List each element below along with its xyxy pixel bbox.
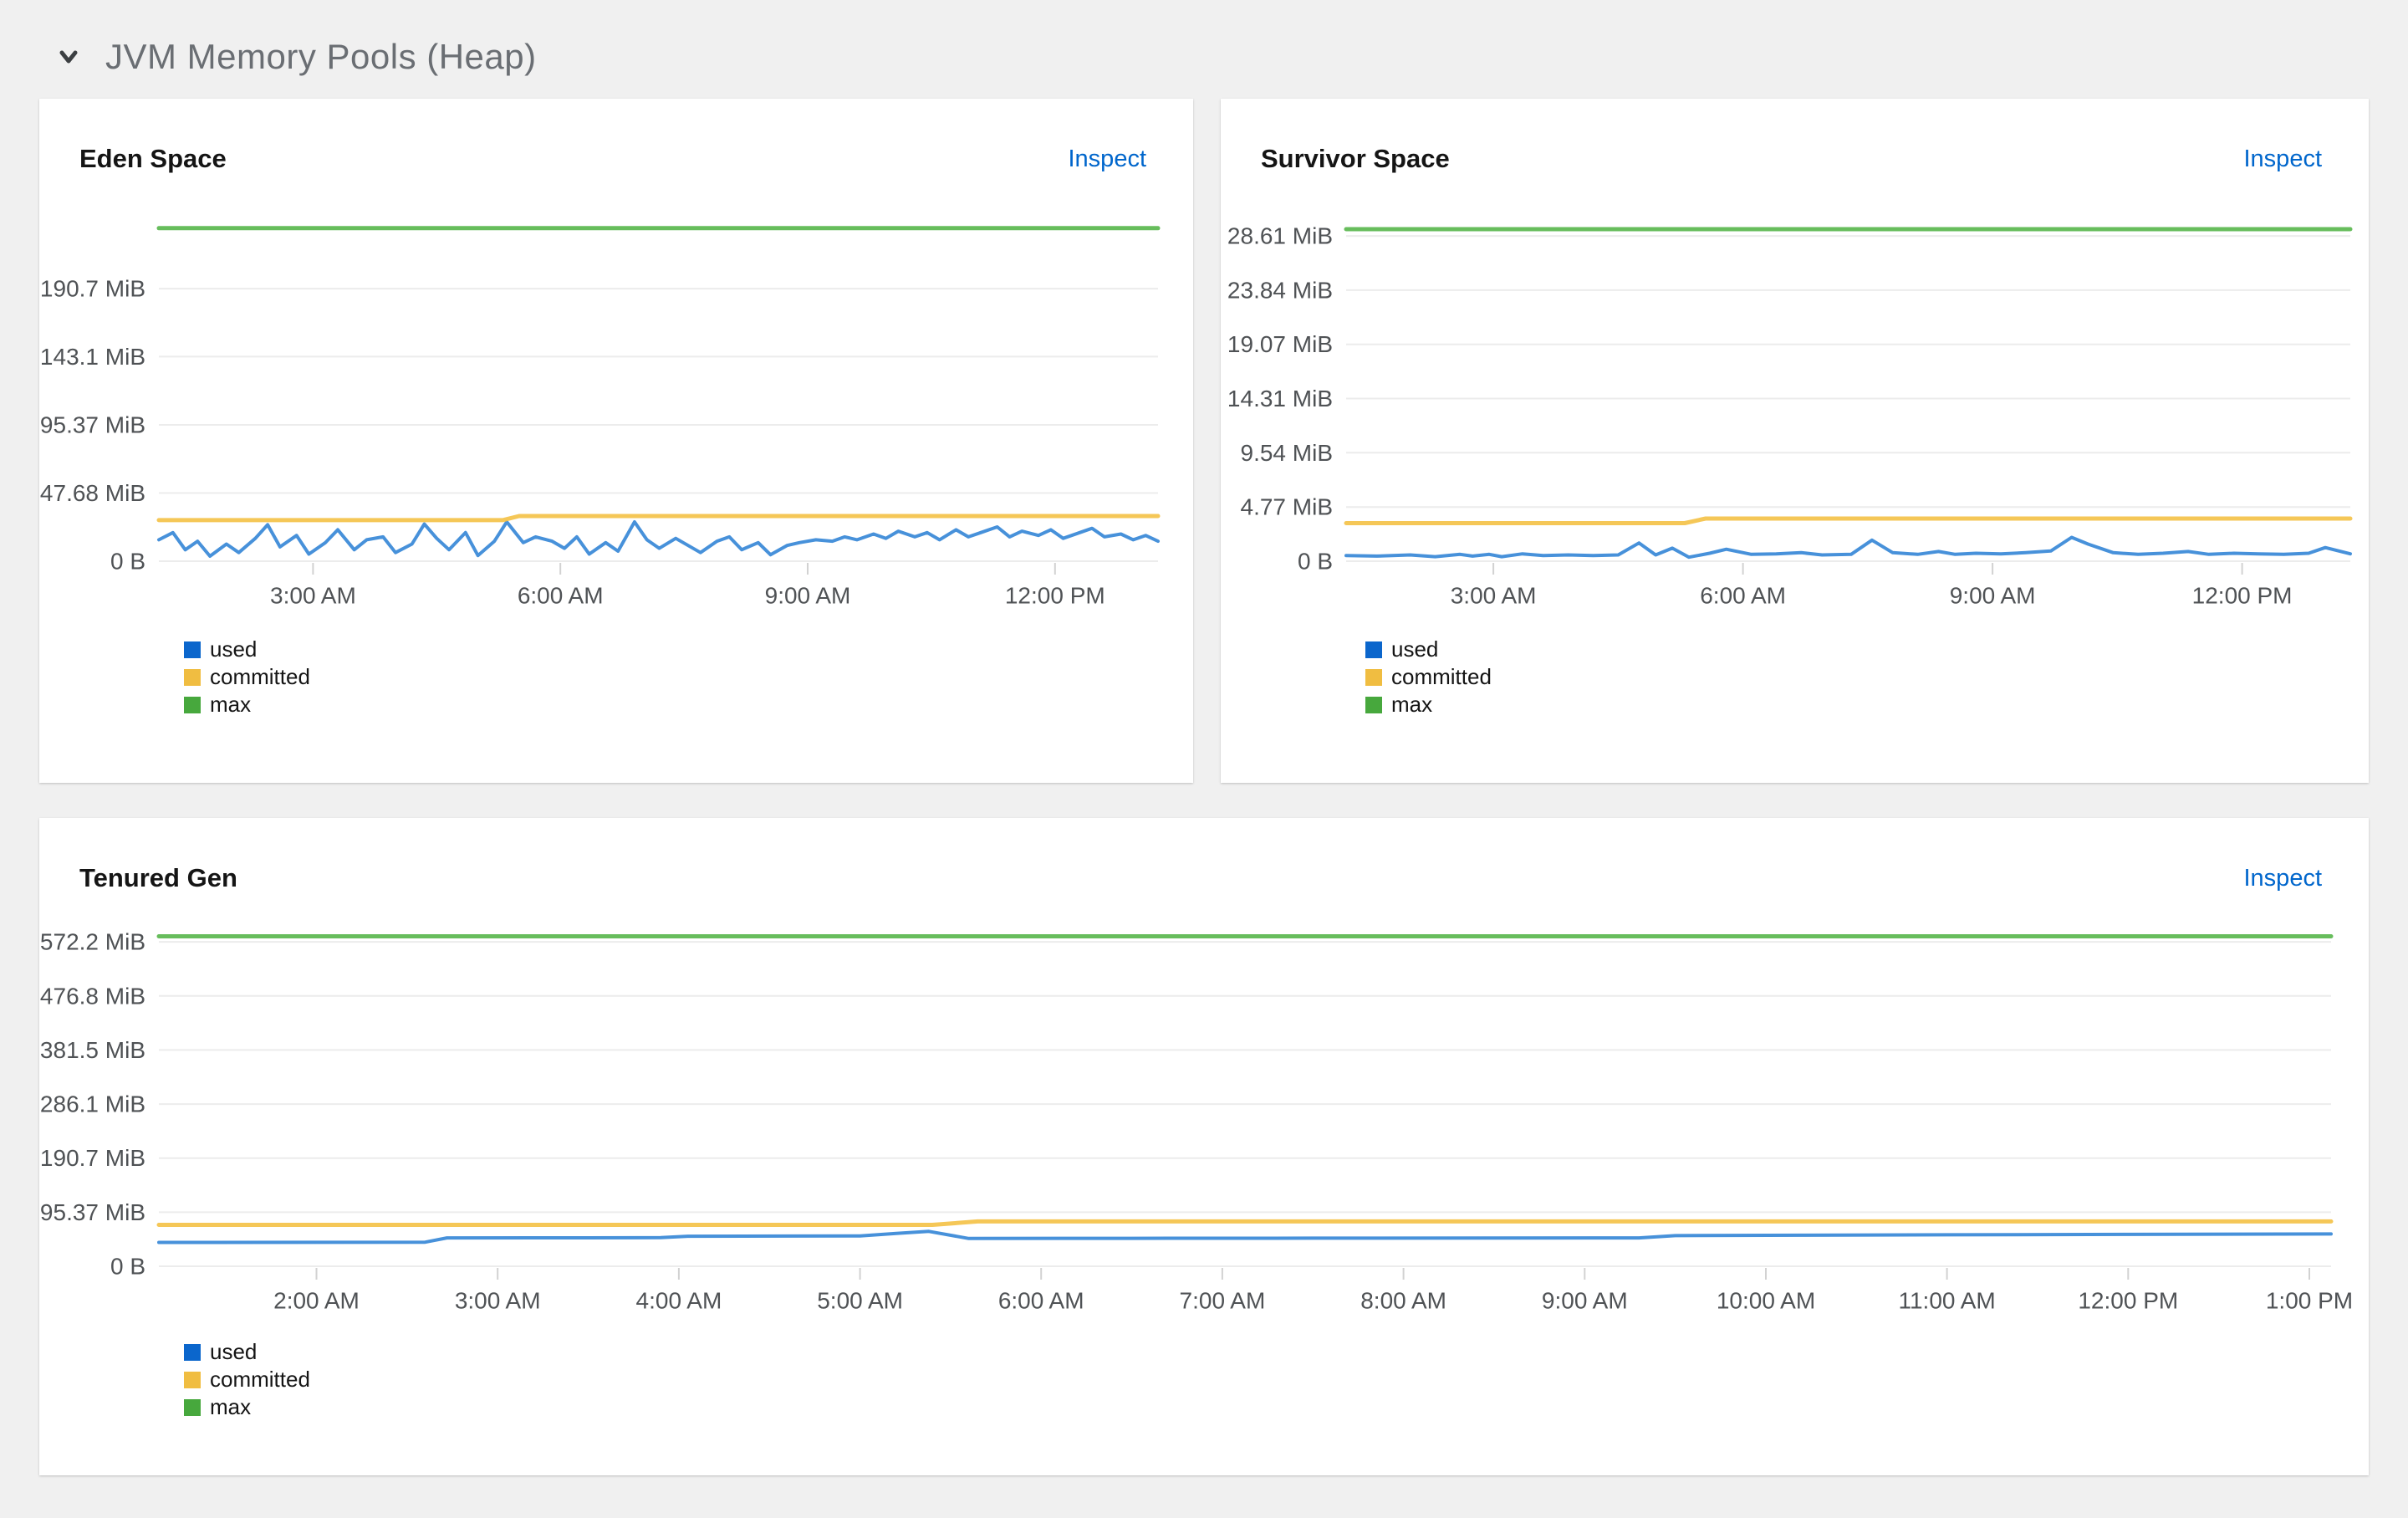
panel-title: Survivor Space xyxy=(1261,144,1450,173)
legend-item-max: max xyxy=(184,1393,310,1421)
svg-text:6:00 AM: 6:00 AM xyxy=(518,583,604,609)
svg-text:19.07 MiB: 19.07 MiB xyxy=(1227,331,1333,357)
svg-text:12:00 PM: 12:00 PM xyxy=(1005,583,1105,609)
svg-text:3:00 AM: 3:00 AM xyxy=(1451,583,1537,609)
chevron-down-icon xyxy=(54,42,84,72)
svg-text:9:00 AM: 9:00 AM xyxy=(765,583,851,609)
svg-text:95.37 MiB: 95.37 MiB xyxy=(40,412,145,438)
svg-text:28.61 MiB: 28.61 MiB xyxy=(1227,223,1333,249)
svg-text:12:00 PM: 12:00 PM xyxy=(2078,1288,2178,1314)
legend-item-max: max xyxy=(184,691,310,718)
panel-title: Tenured Gen xyxy=(79,863,237,892)
panel-eden-space: Eden Space Inspect 0 B 47.68 MiB 95.37 MiB… xyxy=(39,99,1193,783)
section-toggle-jvm-memory-pools[interactable]: JVM Memory Pools (Heap) xyxy=(54,37,537,77)
svg-text:286.1 MiB: 286.1 MiB xyxy=(40,1091,145,1117)
inspect-link[interactable]: Inspect xyxy=(1068,146,1147,172)
svg-text:143.1 MiB: 143.1 MiB xyxy=(40,344,145,370)
committed-swatch xyxy=(184,668,201,686)
eden-space-chart[interactable]: 0 B 47.68 MiB 95.37 MiB 143.1 MiB 190.7 MiB 3… xyxy=(39,205,1193,627)
svg-text:14.31 MiB: 14.31 MiB xyxy=(1227,386,1333,411)
chart-legend: used committed max xyxy=(1365,636,1492,718)
svg-text:7:00 AM: 7:00 AM xyxy=(1180,1288,1266,1314)
svg-text:5:00 AM: 5:00 AM xyxy=(817,1288,903,1314)
committed-swatch xyxy=(1365,668,1382,686)
svg-text:9:00 AM: 9:00 AM xyxy=(1950,583,2036,609)
svg-text:10:00 AM: 10:00 AM xyxy=(1717,1288,1815,1314)
used-swatch xyxy=(1365,641,1382,658)
svg-text:9:00 AM: 9:00 AM xyxy=(1542,1288,1628,1314)
panel-title: Eden Space xyxy=(79,144,227,173)
svg-text:11:00 AM: 11:00 AM xyxy=(1898,1288,1995,1314)
legend-item-committed: committed xyxy=(184,1366,310,1393)
chart-legend: used committed max xyxy=(184,636,310,718)
legend-item-used: used xyxy=(184,1338,310,1366)
svg-text:1:00 PM: 1:00 PM xyxy=(2266,1288,2353,1314)
committed-swatch xyxy=(184,1371,201,1388)
svg-text:95.37 MiB: 95.37 MiB xyxy=(40,1199,145,1225)
legend-item-used: used xyxy=(184,636,310,663)
svg-text:0 B: 0 B xyxy=(1298,549,1333,575)
inspect-link[interactable]: Inspect xyxy=(2243,146,2323,172)
used-swatch xyxy=(184,1343,201,1361)
used-swatch xyxy=(184,641,201,658)
svg-text:12:00 PM: 12:00 PM xyxy=(2192,583,2293,609)
svg-text:8:00 AM: 8:00 AM xyxy=(1360,1288,1446,1314)
svg-text:47.68 MiB: 47.68 MiB xyxy=(40,480,145,506)
legend-item-committed: committed xyxy=(1365,663,1492,691)
section-title: JVM Memory Pools (Heap) xyxy=(105,37,537,76)
svg-text:6:00 AM: 6:00 AM xyxy=(998,1288,1084,1314)
svg-text:572.2 MiB: 572.2 MiB xyxy=(40,929,145,955)
svg-text:23.84 MiB: 23.84 MiB xyxy=(1227,277,1333,303)
panel-survivor-space: Survivor Space Inspect 0 B 4.77 MiB 9.54 M… xyxy=(1221,99,2369,783)
svg-text:4.77 MiB: 4.77 MiB xyxy=(1241,494,1334,520)
max-swatch xyxy=(184,1398,201,1416)
svg-text:0 B: 0 B xyxy=(110,1254,145,1280)
max-swatch xyxy=(1365,696,1382,713)
legend-item-used: used xyxy=(1365,636,1492,663)
max-swatch xyxy=(184,696,201,713)
svg-text:9.54 MiB: 9.54 MiB xyxy=(1241,440,1334,466)
svg-text:4:00 AM: 4:00 AM xyxy=(636,1288,722,1314)
svg-text:190.7 MiB: 190.7 MiB xyxy=(40,1145,145,1171)
svg-text:3:00 AM: 3:00 AM xyxy=(455,1288,541,1314)
svg-text:0 B: 0 B xyxy=(110,549,145,575)
svg-text:2:00 AM: 2:00 AM xyxy=(273,1288,360,1314)
tenured-gen-chart[interactable]: 0 B 95.37 MiB 190.7 MiB 286.1 MiB 381.5 MiB 4… xyxy=(39,920,2369,1342)
svg-text:190.7 MiB: 190.7 MiB xyxy=(40,276,145,302)
svg-text:381.5 MiB: 381.5 MiB xyxy=(40,1037,145,1063)
svg-text:3:00 AM: 3:00 AM xyxy=(270,583,356,609)
svg-text:476.8 MiB: 476.8 MiB xyxy=(40,983,145,1009)
inspect-link[interactable]: Inspect xyxy=(2243,865,2323,892)
survivor-space-chart[interactable]: 0 B 4.77 MiB 9.54 MiB 14.31 MiB 19.07 MiB 23.… xyxy=(1221,205,2369,627)
legend-item-max: max xyxy=(1365,691,1492,718)
legend-item-committed: committed xyxy=(184,663,310,691)
panel-tenured-gen: Tenured Gen Inspect 0 B 95.37 MiB 190.7 Mi… xyxy=(39,818,2369,1475)
svg-text:6:00 AM: 6:00 AM xyxy=(1700,583,1786,609)
chart-legend: used committed max xyxy=(184,1338,310,1421)
